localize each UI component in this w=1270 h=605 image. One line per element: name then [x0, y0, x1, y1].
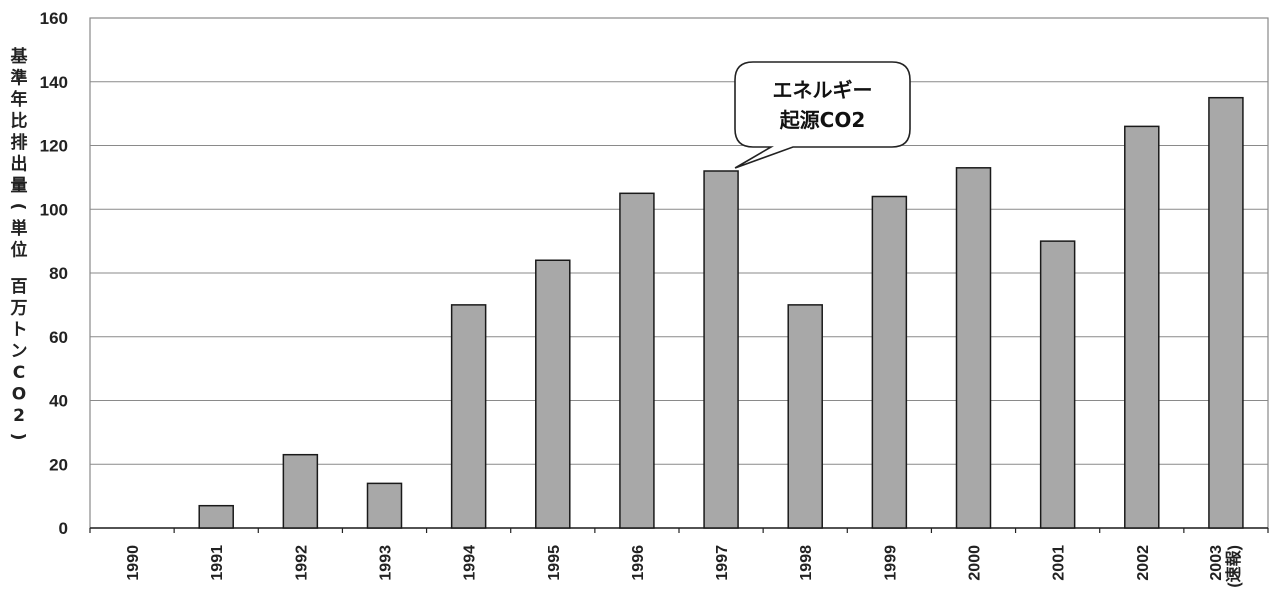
bar-1992 [282, 453, 319, 529]
gridlines [89, 17, 1269, 533]
x-tick-label: 2003 [1208, 545, 1225, 581]
y-axis-label-char: 基 [10, 46, 29, 67]
y-axis-label-char: 位 [11, 240, 28, 261]
y-axis-label-char: 比 [11, 111, 28, 132]
y-tick-label: 60 [49, 328, 68, 347]
y-tick-label: 0 [59, 519, 68, 538]
bar-2001 [1039, 240, 1076, 529]
y-tick-label: 40 [49, 392, 68, 411]
x-tick-label: 1991 [209, 545, 226, 581]
x-axis-labels: 1990 1991 1992 1993 1994 1995 1996 1997 1998 1999… [125, 545, 1243, 588]
y-axis-label-char: 年 [11, 89, 28, 110]
y-tick-label: 80 [49, 264, 68, 283]
x-tick-label: 2002 [1135, 545, 1152, 581]
bar-1991 [198, 504, 234, 529]
bar-1994 [450, 304, 487, 529]
y-axis-label-char: ( [8, 203, 28, 211]
y-axis-label-char: 百 [11, 277, 28, 297]
x-tick-label: 1998 [798, 545, 815, 581]
x-tick-sublabel: (速報) [1225, 545, 1243, 588]
y-tick-label: 140 [40, 73, 68, 92]
y-axis-label-char: 2 [13, 406, 25, 426]
x-tick-label: 2001 [1051, 545, 1068, 581]
x-tick-label: 1993 [378, 545, 395, 581]
annotation-line-2: 起源CO2 [779, 108, 866, 132]
y-axis-label-char: 量 [11, 175, 28, 196]
y-tick-label: 20 [49, 455, 68, 474]
annotation-line-1: エネルギー [773, 78, 873, 102]
bar-2000 [955, 167, 992, 529]
bar-1997 [703, 170, 739, 529]
bar-1999 [871, 195, 908, 529]
y-axis-label-char: ン [11, 342, 28, 362]
y-axis-label-char: 単 [11, 218, 28, 239]
bar-1998 [787, 304, 823, 529]
bar-2002 [1124, 125, 1160, 529]
x-tick-label: 1990 [125, 545, 142, 581]
y-axis-label-char: O [12, 385, 26, 405]
y-axis-ticks: 0 20 40 60 80 100 120 140 160 [40, 9, 68, 538]
bar-1996 [619, 192, 655, 529]
bars [198, 96, 1244, 529]
callout-bubble [734, 61, 911, 169]
y-axis-label-char: 排 [11, 132, 28, 153]
bar-1995 [535, 259, 571, 529]
y-tick-label: 100 [40, 200, 68, 219]
y-axis-label-char: ト [11, 320, 28, 340]
y-tick-label: 160 [40, 9, 68, 28]
bar-2003 [1208, 96, 1244, 529]
annotation-callout: エネルギー 起源CO2 [734, 61, 911, 169]
y-axis-label-char: C [13, 363, 25, 383]
bar-1993 [366, 482, 403, 529]
y-axis-label-char: ) [8, 433, 28, 441]
x-tick-label: 1992 [293, 545, 310, 581]
x-tick-label: 1996 [630, 545, 647, 581]
y-axis-label-char: 出 [11, 154, 28, 175]
x-tick-label: 1994 [462, 545, 479, 581]
x-tick-label: 1995 [546, 545, 563, 581]
x-tick-label: 1997 [714, 545, 731, 581]
x-tick-label: 2000 [967, 545, 984, 581]
y-axis-label-char: 準 [11, 68, 28, 89]
y-axis-label-char: 万 [10, 299, 28, 319]
x-tick-label: 1999 [882, 545, 899, 581]
y-tick-label: 120 [40, 137, 68, 156]
